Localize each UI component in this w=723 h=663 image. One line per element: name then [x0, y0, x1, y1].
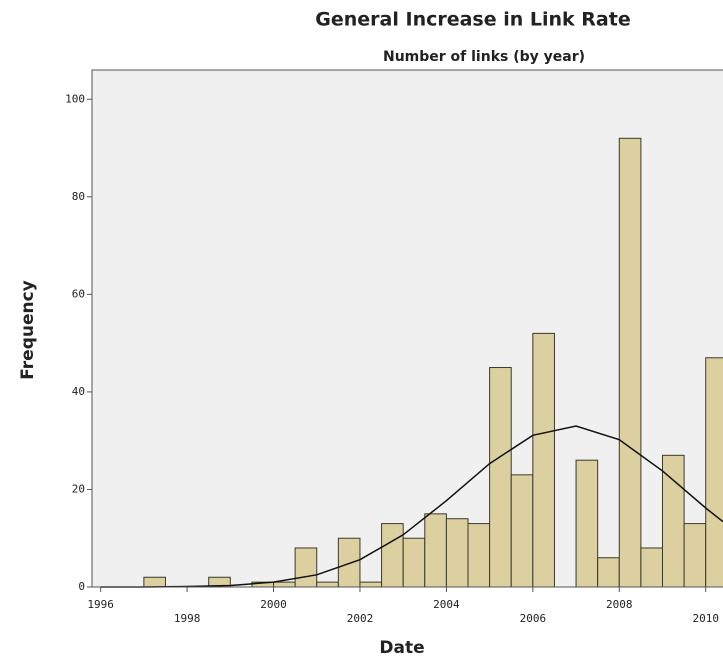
bar	[424, 513, 447, 588]
bar	[640, 547, 663, 588]
bar	[683, 523, 707, 588]
normal-curve	[100, 425, 723, 588]
bar	[359, 581, 383, 588]
y-tick-label: 0	[78, 580, 85, 593]
x-tick-label: 1996	[87, 598, 114, 611]
x-axis-label: Date	[379, 638, 424, 658]
bar	[489, 367, 512, 588]
bar	[273, 581, 296, 588]
bar	[661, 454, 685, 588]
x-tick-label: 2006	[520, 612, 547, 625]
bar	[143, 576, 166, 588]
y-axis-label: Frequency	[18, 280, 38, 380]
bar	[705, 357, 723, 588]
bar	[575, 459, 599, 588]
bar	[467, 523, 491, 588]
x-tick-label: 2008	[606, 598, 633, 611]
bar	[381, 523, 404, 588]
chart-subtitle: Number of links (by year)	[383, 49, 585, 65]
bar	[532, 332, 555, 588]
bar	[597, 557, 620, 588]
bar	[337, 537, 361, 588]
x-tick-label: 2004	[433, 598, 460, 611]
bar	[510, 474, 534, 588]
y-tick-label: 100	[65, 92, 85, 105]
y-tick-label: 40	[72, 385, 85, 398]
x-tick-label: 2002	[347, 612, 374, 625]
y-tick-label: 80	[72, 190, 85, 203]
bar	[402, 537, 426, 588]
chart-title: General Increase in Link Rate	[315, 9, 630, 31]
y-tick-label: 20	[72, 482, 85, 495]
y-tick-label: 60	[72, 287, 85, 300]
plot-area	[91, 69, 723, 588]
bar	[618, 137, 642, 588]
x-tick-label: 2010	[692, 612, 719, 625]
bar	[316, 581, 339, 588]
bar	[445, 518, 469, 588]
bar	[294, 547, 318, 588]
x-tick-label: 2000	[260, 598, 287, 611]
x-tick-label: 1998	[174, 612, 201, 625]
